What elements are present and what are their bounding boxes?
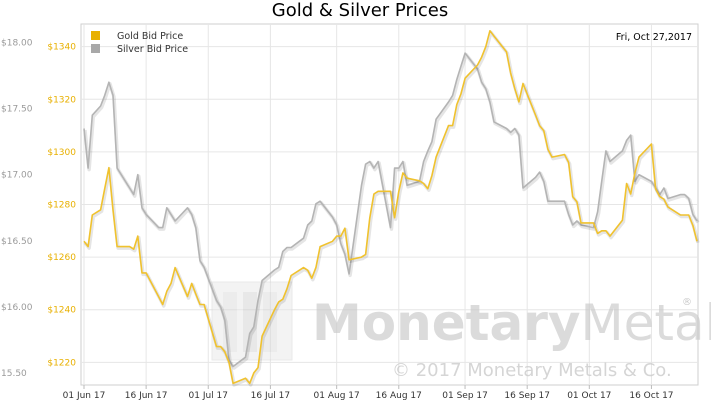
x-tick-label: 16 Oct 17 bbox=[629, 391, 673, 401]
legend-gold-label: Gold Bid Price bbox=[117, 31, 183, 42]
x-tick-label: 16 Sep 17 bbox=[504, 391, 550, 401]
legend-silver-label: Silver Bid Price bbox=[117, 44, 188, 55]
x-tick-label: 16 Aug 17 bbox=[376, 391, 422, 401]
x-tick-label: 01 Jun 17 bbox=[63, 391, 106, 401]
axis-labels: 01 Jun 17 16 Jun 17 01 Jul 17 16 Jul 17 01 A… bbox=[1, 39, 674, 401]
silver-tick-label: $16.00 bbox=[1, 303, 33, 313]
chart-title: Gold & Silver Prices bbox=[272, 0, 448, 21]
legend-gold-swatch bbox=[91, 31, 100, 40]
silver-series-shadow bbox=[83, 52, 700, 370]
gold-tick-label: $1240 bbox=[47, 306, 76, 316]
date-label: Fri, Oct 27,2017 bbox=[616, 32, 692, 43]
legend-silver-swatch bbox=[91, 44, 100, 53]
x-tick-label: 01 Oct 17 bbox=[567, 391, 611, 401]
silver-tick-label: $17.50 bbox=[1, 105, 33, 115]
x-tick-label: 01 Jul 17 bbox=[189, 391, 229, 401]
legend: Gold Bid Price Silver Bid Price bbox=[91, 31, 188, 55]
silver-tick-label: $17.00 bbox=[1, 171, 33, 181]
silver-tick-label: 15.50 bbox=[1, 369, 27, 379]
watermark-brand-light: Metals bbox=[581, 294, 711, 352]
x-tick-label: 16 Jun 17 bbox=[125, 391, 168, 401]
gold-tick-label: $1260 bbox=[47, 253, 76, 263]
silver-tick-label: $16.50 bbox=[1, 237, 33, 247]
watermark-brand-bold: Monetary bbox=[312, 294, 581, 352]
x-tick-label: 01 Sep 17 bbox=[442, 391, 488, 401]
gold-tick-label: $1280 bbox=[47, 201, 76, 211]
x-tick-label: 16 Jul 17 bbox=[251, 391, 291, 401]
watermark-registered: ® bbox=[682, 297, 692, 308]
gold-tick-label: $1320 bbox=[47, 95, 76, 105]
gold-series-line bbox=[83, 30, 698, 385]
grid-lines bbox=[81, 24, 698, 385]
watermark-copyright: © 2017 Monetary Metals & Co. bbox=[392, 360, 672, 381]
gold-tick-label: $1340 bbox=[47, 43, 76, 53]
silver-tick-label: $18.00 bbox=[1, 39, 33, 49]
gold-tick-label: $1220 bbox=[47, 358, 76, 368]
series-layer bbox=[83, 30, 700, 387]
silver-series-line bbox=[83, 52, 698, 368]
gold-tick-label: $1300 bbox=[47, 148, 76, 158]
x-tick-label: 01 Aug 17 bbox=[314, 391, 360, 401]
